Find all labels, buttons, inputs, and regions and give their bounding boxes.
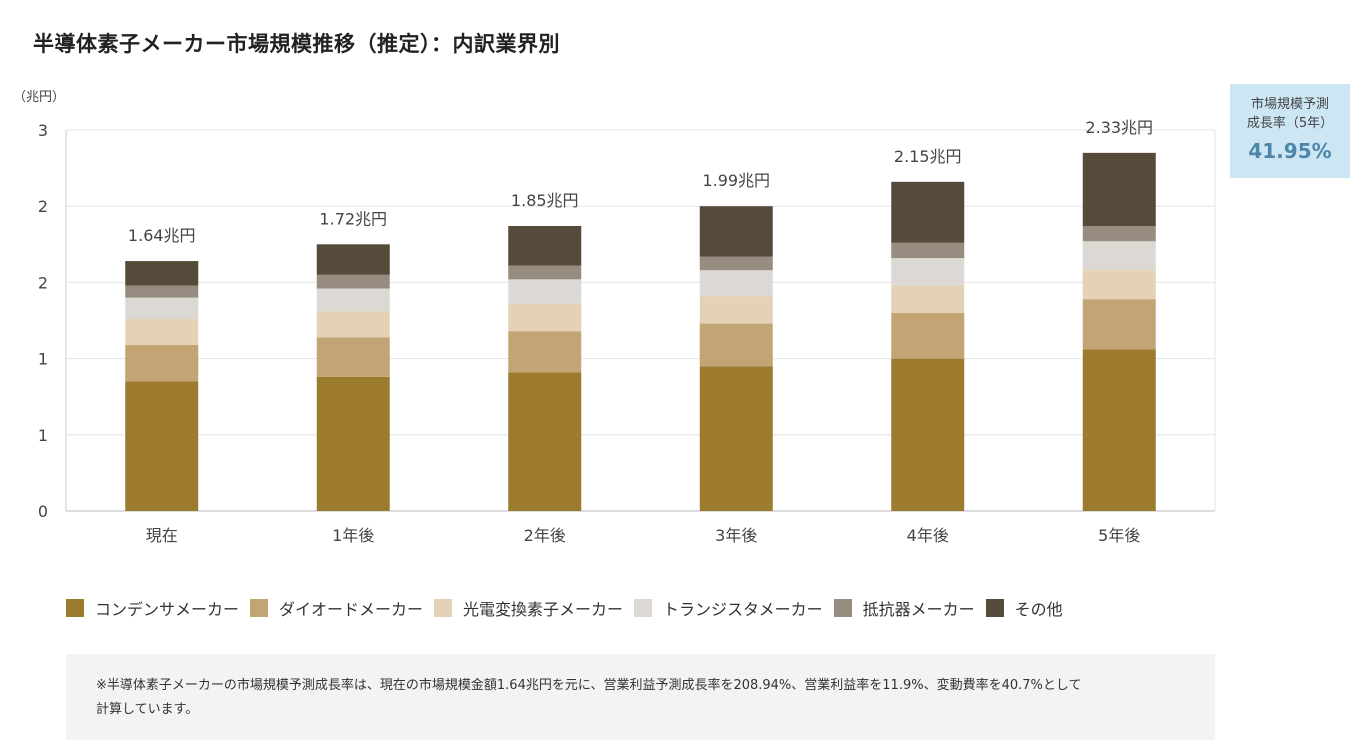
legend-swatch [833,599,852,617]
bar-segment [1082,241,1156,271]
legend-item: 抵抗器メーカー [833,596,975,620]
bar-segment [891,358,965,511]
x-tick-label: 4年後 [907,526,949,545]
legend-label: コンデンサメーカー [95,600,240,619]
legend-label: 光電変換素子メーカー [463,600,624,619]
bar-segment [1082,349,1156,511]
legend-label: その他 [1014,600,1063,619]
callout-label-line1: 市場規模予測 [1250,97,1329,112]
bar-total-label: 1.85兆円 [511,191,579,210]
bar-total-label: 2.15兆円 [894,147,962,166]
bar-total-label: 1.64兆円 [128,226,196,245]
bar-segment [1082,152,1156,227]
y-axis-unit-label: （兆円） [13,90,65,105]
y-tick-label: 2 [38,273,48,292]
bar-segment [891,285,965,313]
bar-segment [1082,270,1156,300]
bar-segment [891,258,965,286]
bar-segment [508,279,582,304]
x-tick-label: 5年後 [1098,526,1140,545]
bar-segment [125,344,199,382]
bar-segment [508,265,582,280]
bar-segment [699,296,773,324]
legend-item: 光電変換素子メーカー [434,596,623,620]
bar-segment [699,366,773,511]
bar-segment [508,226,582,266]
page-title: 半導体素子メーカー市場規模推移（推定）：内訳業界別 [33,32,560,56]
x-tick-label: 1年後 [332,526,374,545]
growth-rate-callout: 市場規模予測 成長率（5年） 41.95% [1230,84,1350,178]
bar-segment [316,274,390,289]
legend-item: コンデンサメーカー [66,596,239,620]
bar-segment [699,256,773,271]
bar-segment [125,318,199,345]
chart-legend: コンデンサメーカー ダイオードメーカー 光電変換素子メーカー トランジスタメーカー 抵抗… [66,596,1074,620]
bar-segment [891,242,965,259]
y-tick-label: 1 [38,426,48,445]
footnote-line1: ※半導体素子メーカーの市場規模予測成長率は、現在の市場規模金額1.64兆円を元に… [96,678,1082,693]
legend-swatch [434,599,453,617]
bar-segment [891,181,965,243]
legend-swatch [66,599,84,617]
legend-label: トランジスタメーカー [663,600,823,619]
legend-item: トランジスタメーカー [634,596,823,620]
y-tick-label: 1 [38,350,48,369]
bar-segment [125,297,199,319]
footnote: ※半導体素子メーカーの市場規模予測成長率は、現在の市場規模金額1.64兆円を元に… [66,654,1215,740]
bar-total-label: 1.72兆円 [319,209,387,228]
bar-segment [508,331,582,373]
bar-segment [1082,226,1156,242]
bar-segment [891,312,965,359]
legend-item: ダイオードメーカー [250,596,423,620]
legend-label: ダイオードメーカー [279,600,424,619]
bar-segment [125,381,199,511]
legend-swatch [634,599,653,617]
x-tick-label: 現在 [146,526,178,545]
bar-segment [699,206,773,257]
bar-segment [125,285,199,298]
y-tick-label: 3 [38,121,48,140]
x-tick-label: 2年後 [524,526,566,545]
bar-segment [316,337,390,377]
callout-label-line2: 成長率（5年） [1246,116,1334,131]
legend-swatch [985,599,1004,617]
bar-segment [316,376,390,511]
bar-total-label: 1.99兆円 [702,171,770,190]
footnote-line2: 計算しています。 [96,702,199,717]
x-tick-label: 3年後 [715,526,757,545]
callout-value: 41.95% [1248,139,1332,163]
bar-segment [316,244,390,275]
bar-segment [316,288,390,312]
bar-total-label: 2.33兆円 [1085,118,1153,137]
bar-segment [508,372,582,511]
bar-segment [125,261,199,286]
bar-segment [699,270,773,297]
legend-label: 抵抗器メーカー [862,600,975,619]
bar-segment [1082,299,1156,350]
y-tick-label: 0 [38,502,48,521]
bar-segment [699,323,773,367]
y-tick-label: 2 [38,197,48,216]
legend-item: その他 [985,596,1063,620]
bar-segment [316,311,390,338]
bar-segment [508,303,582,332]
legend-swatch [250,599,269,617]
